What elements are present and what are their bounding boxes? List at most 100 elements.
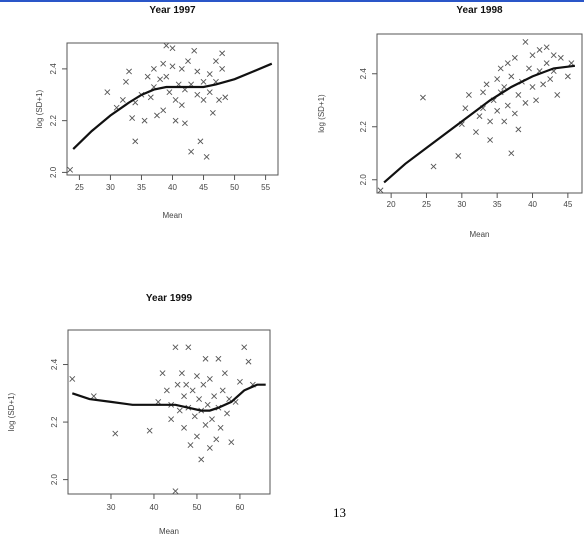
data-point — [160, 107, 167, 114]
data-point — [141, 117, 148, 124]
data-point — [169, 45, 176, 52]
data-point — [219, 65, 226, 72]
data-point — [462, 105, 469, 112]
data-point — [522, 39, 529, 45]
data-point — [455, 152, 462, 159]
data-point — [206, 445, 213, 451]
x-tick-label: 40 — [168, 183, 177, 192]
data-point — [163, 73, 170, 80]
data-point — [172, 117, 179, 124]
chart-year-1998: Year 1998 20 25 30 35 40 45 2.0 2.2 2.4 Mean log (S… — [317, 5, 583, 239]
data-point — [67, 166, 74, 173]
data-point — [204, 401, 211, 408]
data-point — [188, 148, 195, 155]
data-point — [543, 44, 550, 51]
data-point — [157, 76, 164, 83]
data-point — [420, 94, 426, 101]
data-point — [168, 416, 175, 423]
x-tick-label: 35 — [137, 183, 146, 192]
data-point — [213, 58, 219, 65]
data-point — [245, 358, 252, 365]
x-tick-label: 30 — [107, 503, 116, 512]
data-point — [203, 153, 210, 160]
data-point — [181, 424, 187, 431]
data-point — [540, 81, 547, 88]
data-point — [174, 381, 181, 388]
data-point — [206, 375, 213, 382]
data-point — [200, 78, 207, 85]
data-point — [501, 118, 508, 125]
data-point — [209, 109, 216, 116]
data-point — [146, 427, 153, 434]
data-point — [90, 393, 97, 400]
chart-title: Year 1997 — [149, 5, 196, 16]
data-point — [536, 46, 543, 53]
y-tick-label: 2.0 — [50, 474, 59, 486]
x-tick-label: 50 — [192, 503, 201, 512]
smooth-curve — [383, 64, 576, 184]
data-point — [159, 370, 166, 377]
data-point — [377, 187, 384, 194]
data-point — [222, 94, 229, 101]
data-point — [228, 439, 235, 446]
y-axis-label: log (SD+1) — [317, 94, 326, 133]
data-point — [508, 73, 515, 80]
chart-title: Year 1998 — [456, 5, 503, 16]
data-point — [185, 344, 192, 351]
data-point — [206, 71, 213, 77]
x-tick-label: 35 — [493, 200, 502, 209]
y-tick-label: 2.2 — [359, 121, 368, 133]
x-tick-label: 55 — [261, 183, 270, 192]
data-point — [241, 344, 248, 351]
chart-title: Year 1999 — [146, 293, 193, 304]
x-tick-label: 50 — [230, 183, 239, 192]
data-point — [119, 97, 126, 103]
data-point — [526, 65, 532, 72]
data-point — [547, 76, 554, 82]
x-tick-label: 25 — [75, 183, 84, 192]
data-point — [564, 73, 571, 80]
data-point — [497, 65, 504, 72]
y-tick-label: 2.0 — [359, 174, 368, 186]
data-point — [209, 416, 215, 423]
data-point — [211, 393, 218, 400]
data-point — [196, 396, 203, 402]
y-tick-label: 2.4 — [50, 358, 59, 370]
y-axis-label: log (SD+1) — [7, 392, 16, 431]
data-point — [144, 73, 151, 80]
data-point — [529, 52, 536, 59]
data-point — [191, 413, 198, 420]
data-point — [494, 107, 501, 114]
data-point — [206, 89, 213, 96]
smooth-curve — [72, 62, 273, 150]
chart-year-1997: Year 1997 25 30 35 40 45 50 55 2.0 2.2 2.4 Mean log … — [35, 5, 279, 220]
data-point — [160, 60, 167, 67]
data-point — [154, 112, 160, 119]
data-point — [236, 378, 243, 385]
data-point — [213, 436, 220, 443]
x-tick-label: 45 — [563, 200, 572, 209]
data-point — [508, 150, 515, 157]
data-point — [163, 387, 170, 394]
data-point — [550, 52, 557, 59]
y-axis-label: log (SD+1) — [35, 89, 44, 128]
data-point — [515, 92, 522, 98]
data-point — [554, 92, 561, 98]
x-tick-label: 40 — [150, 503, 159, 512]
data-point — [515, 126, 522, 133]
data-point — [191, 47, 198, 54]
data-point — [465, 92, 472, 98]
y-tick-label: 2.4 — [49, 63, 58, 75]
data-point — [511, 110, 518, 117]
data-point — [185, 58, 191, 65]
data-point — [568, 60, 575, 67]
data-point — [511, 54, 518, 61]
data-point — [181, 120, 188, 127]
data-point — [529, 84, 536, 90]
x-tick-label: 30 — [457, 200, 466, 209]
data-point — [187, 442, 194, 449]
data-point — [483, 81, 490, 88]
data-point — [202, 422, 209, 428]
y-tick-label: 2.2 — [50, 416, 59, 428]
plot-frame — [67, 329, 271, 495]
